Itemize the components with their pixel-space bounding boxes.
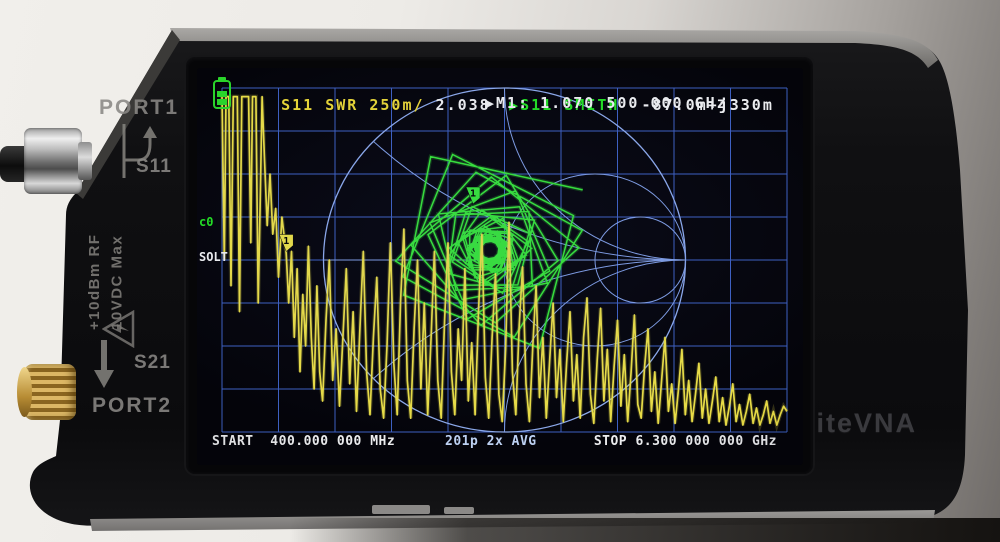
device-chamfer-edge: [76, 30, 180, 199]
cal-status: c0 SOLT: [199, 194, 228, 286]
trace1-scale: 250m/: [369, 96, 425, 114]
svg-text:1: 1: [283, 236, 289, 247]
svg-text:1: 1: [470, 189, 476, 200]
swr-marker-flag[interactable]: 1: [278, 234, 294, 252]
cal-solt-letters: SOLT: [199, 249, 228, 264]
stop-frequency: STOP 6.300 000 000 GHz: [593, 434, 777, 449]
trace1-readout: S11 SWR 250m/ 2.038: [237, 78, 491, 132]
bottom-button[interactable]: [444, 507, 474, 514]
port1-sma-tip: [78, 142, 92, 180]
marker-readout: ▶M1: 1.070 500 000 GHz: [485, 94, 728, 112]
trace1-value: 2.038: [424, 96, 491, 114]
brand-logo: LiteVNA: [798, 408, 918, 438]
port2-sma-cap: [17, 367, 32, 417]
cal-slot: c0: [199, 215, 214, 229]
bottom-switch[interactable]: [372, 505, 430, 514]
s11-label: S11: [136, 156, 172, 177]
battery-icon: [213, 77, 231, 109]
port2-sma-connector: [24, 364, 76, 420]
port1-label: PORT1: [99, 96, 180, 119]
trace2-readout: ▶S11 SMITH -87.0m+j330m: [465, 78, 774, 132]
trace1-label: S11 SWR: [281, 96, 370, 114]
port1-sma-connector: [24, 128, 82, 194]
s21-down-arrow-icon: [94, 340, 114, 388]
trace2-label: ▶S11 SMITH: [509, 96, 620, 114]
smith-marker-flag[interactable]: 1: [465, 186, 481, 205]
port2-label: PORT2: [92, 394, 173, 417]
warning-triangle-icon: [102, 310, 135, 348]
sweep-settings: 201p 2x AVG: [445, 434, 537, 449]
s21-label: S21: [134, 352, 171, 373]
swr-trace: [221, 95, 788, 426]
start-frequency: START 400.000 000 MHz: [212, 434, 396, 449]
floor-shadow: [290, 518, 1000, 542]
measurement-plot: 11: [220, 87, 789, 433]
trace2-value: -87.0m+j330m: [619, 96, 774, 114]
device-top-rim: [170, 28, 938, 68]
s11-reflection-icon: [122, 124, 157, 178]
